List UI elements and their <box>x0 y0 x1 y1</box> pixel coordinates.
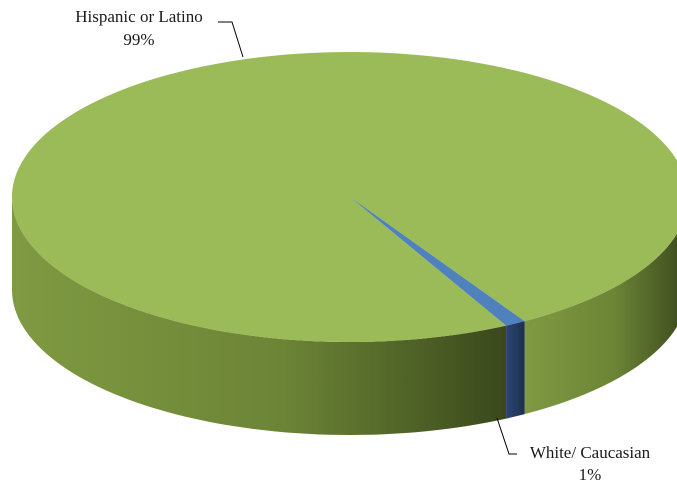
slice-hispanic <box>12 52 677 342</box>
slice-label-hispanic-value: 99% <box>123 30 154 49</box>
slice-white <box>350 197 525 326</box>
slice-label-white-name: White/ Caucasian <box>530 443 651 462</box>
leader-line-hispanic <box>218 21 244 58</box>
slice-label-white: White/ Caucasian 1% <box>530 443 651 482</box>
side-wall-white <box>506 321 525 419</box>
pie-top-faces <box>12 52 677 342</box>
leader-line-white <box>496 417 517 455</box>
slice-label-hispanic-name: Hispanic or Latino <box>75 7 202 26</box>
slice-label-hispanic: Hispanic or Latino 99% <box>75 7 202 49</box>
pie-side-walls <box>12 197 677 436</box>
side-wall-hispanic <box>524 233 677 415</box>
leader-lines <box>218 21 517 455</box>
slice-label-white-value: 1% <box>579 465 602 482</box>
side-wall-hispanic <box>12 197 507 436</box>
